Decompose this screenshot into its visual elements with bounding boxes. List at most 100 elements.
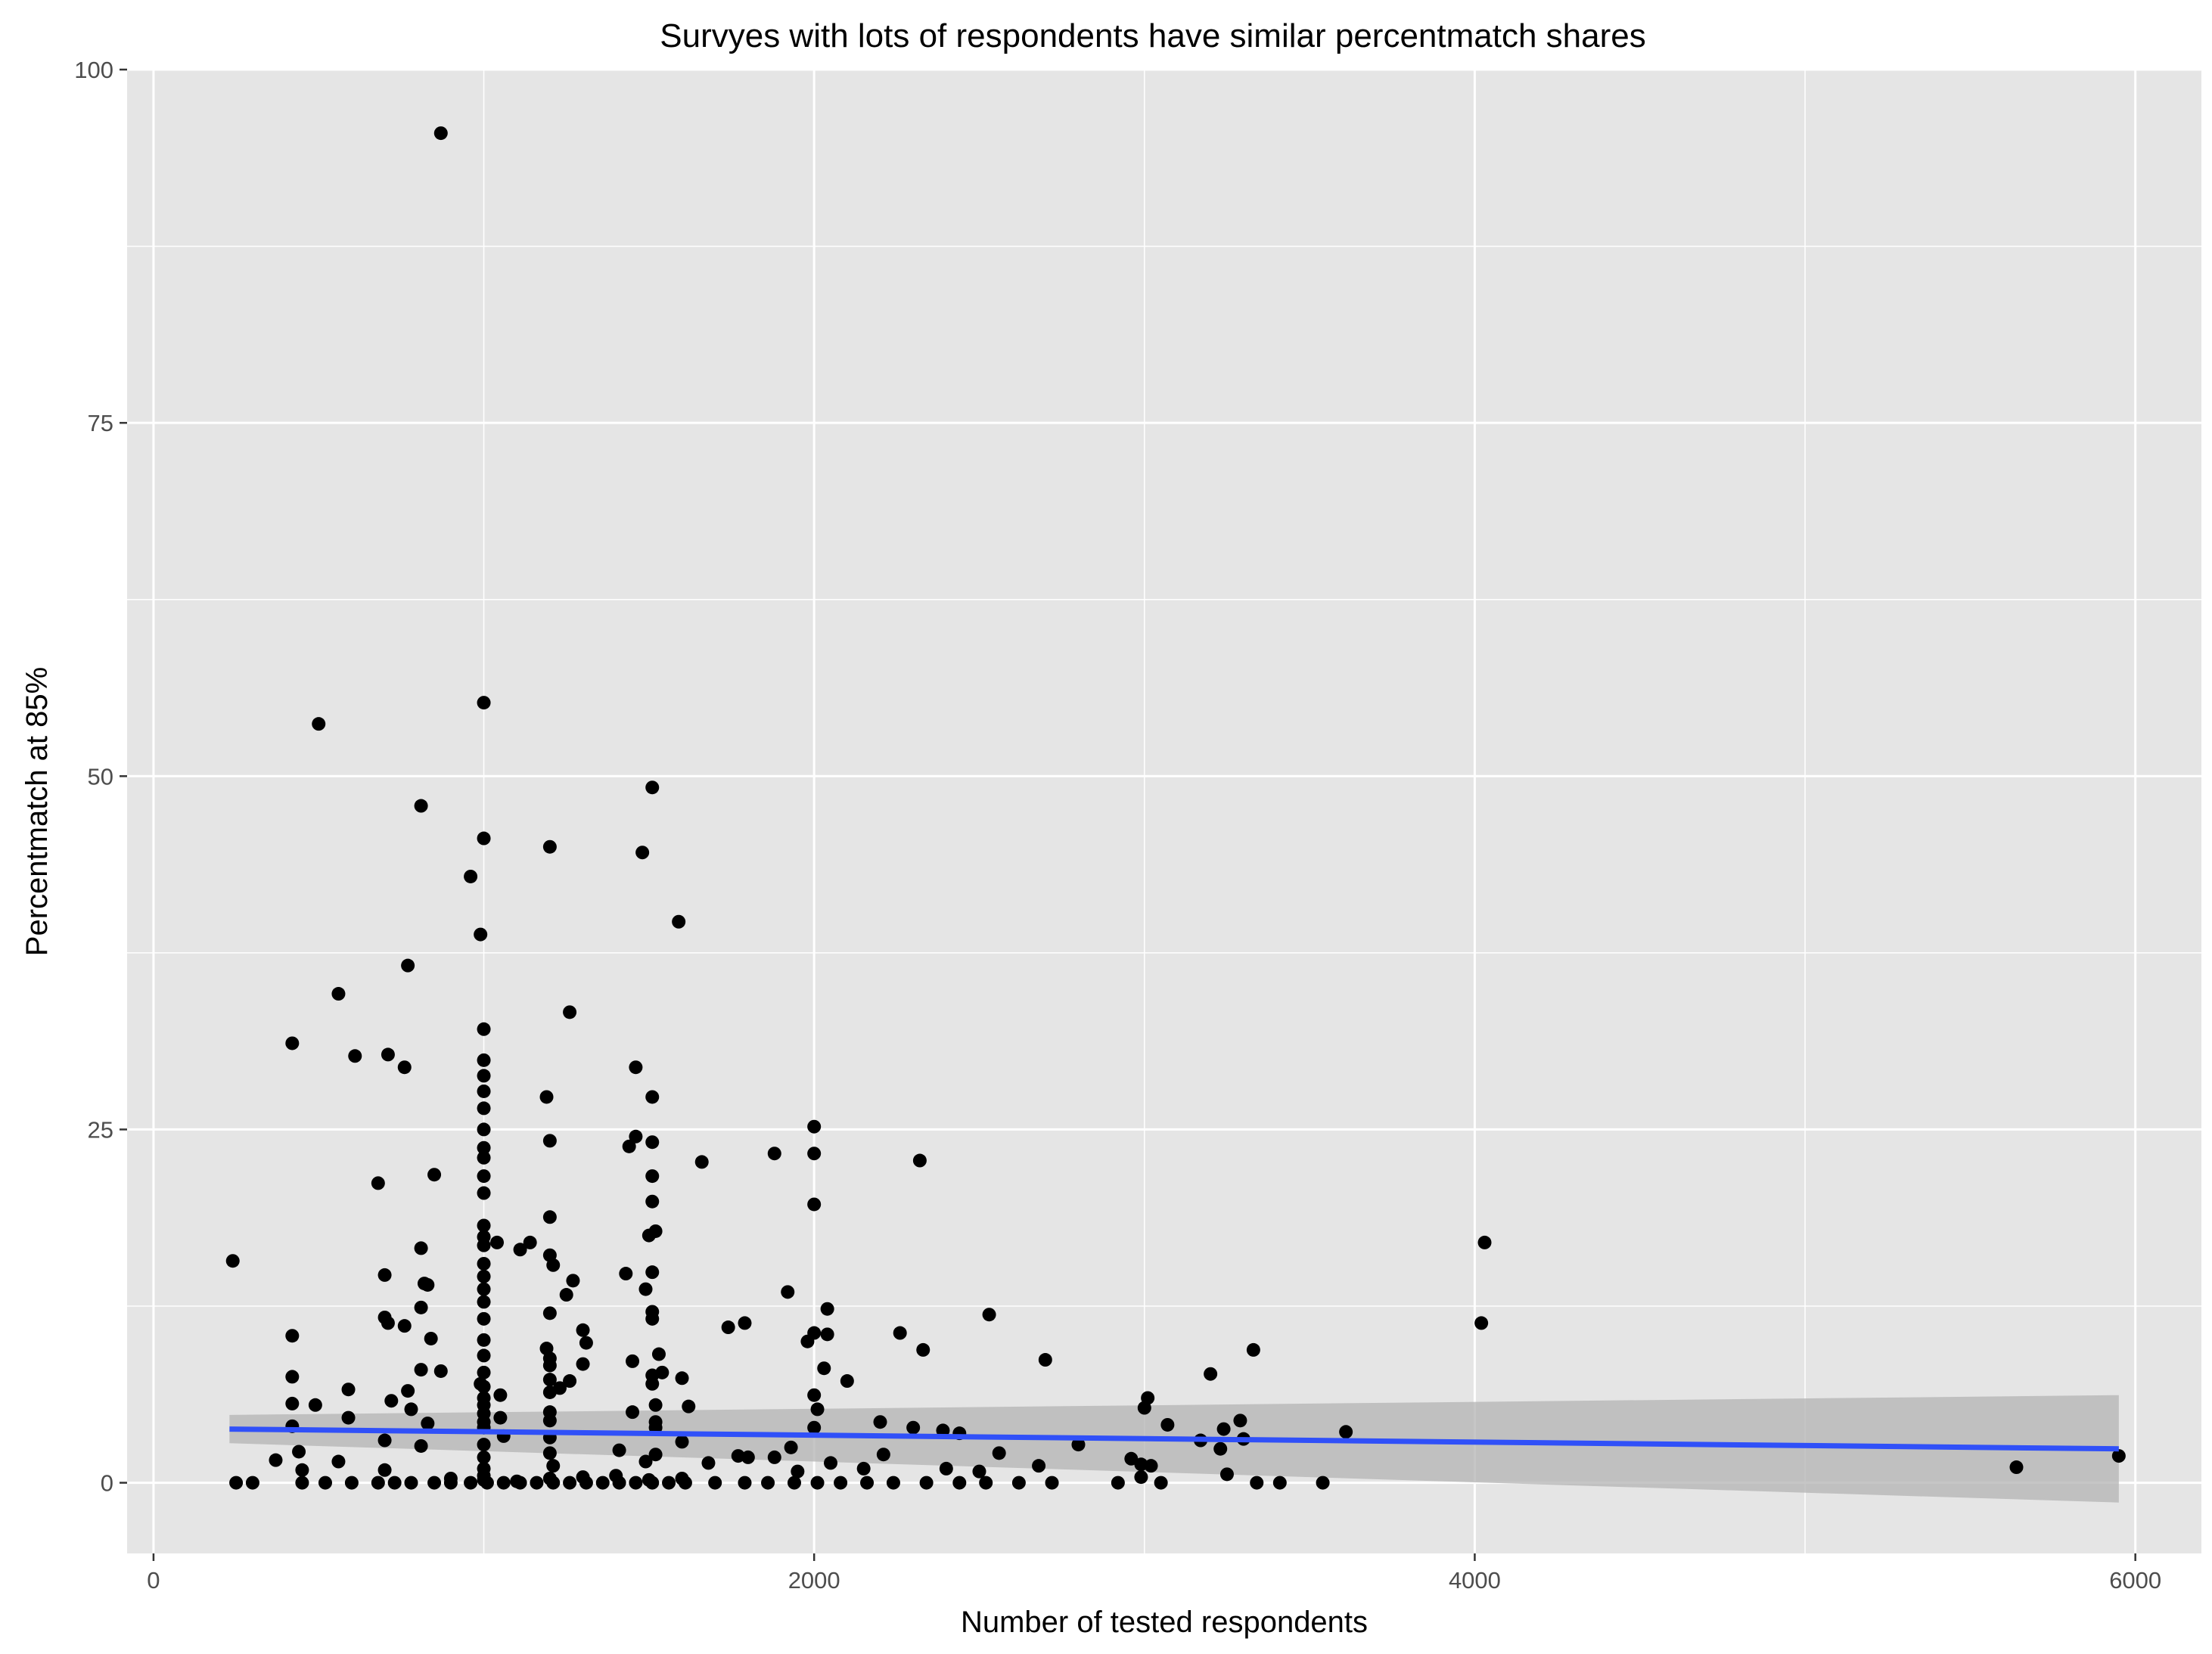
data-point	[1124, 1451, 1139, 1466]
data-point	[477, 1282, 491, 1296]
trend-line-path	[229, 1426, 2119, 1452]
data-point	[834, 1476, 848, 1490]
data-point	[1137, 1401, 1151, 1415]
data-point	[477, 1256, 491, 1271]
data-point	[542, 1446, 557, 1460]
data-point	[477, 1022, 491, 1036]
data-point	[645, 1194, 660, 1209]
data-point	[493, 1410, 508, 1425]
data-point	[645, 1265, 660, 1280]
data-point	[371, 1176, 385, 1190]
data-point	[404, 1476, 418, 1490]
data-point	[477, 1269, 491, 1283]
data-point	[477, 1450, 491, 1464]
data-point	[626, 1405, 640, 1420]
data-point	[245, 1476, 259, 1490]
data-point	[787, 1476, 801, 1490]
data-point	[530, 1476, 544, 1490]
x-tick-label: 6000	[2109, 1567, 2161, 1593]
data-point	[477, 831, 491, 846]
data-point	[919, 1476, 934, 1490]
data-point	[1246, 1342, 1260, 1357]
y-tick-label: 50	[88, 763, 113, 790]
data-point	[295, 1463, 309, 1477]
data-point	[1144, 1459, 1158, 1473]
data-point	[477, 1218, 491, 1233]
data-point	[1160, 1417, 1175, 1432]
data-point	[542, 1414, 557, 1428]
data-point	[781, 1285, 795, 1299]
data-point	[1071, 1438, 1086, 1452]
data-point	[387, 1476, 402, 1490]
trend-line	[229, 1426, 2119, 1452]
data-point	[433, 1364, 448, 1378]
data-point	[474, 927, 488, 942]
data-point	[285, 1370, 300, 1384]
data-point	[414, 1363, 428, 1377]
data-point	[331, 987, 346, 1001]
data-point	[738, 1316, 752, 1330]
data-point	[1032, 1459, 1046, 1473]
data-point	[893, 1326, 907, 1340]
data-point	[477, 1379, 491, 1394]
data-point	[427, 1476, 442, 1490]
data-point	[477, 1069, 491, 1083]
data-point	[381, 1047, 395, 1062]
data-point	[1474, 1316, 1489, 1330]
data-point	[1219, 1467, 1234, 1482]
data-point	[1233, 1414, 1247, 1428]
data-point	[701, 1456, 716, 1470]
data-point	[563, 1005, 577, 1019]
data-point	[642, 1228, 656, 1243]
data-point	[229, 1476, 244, 1490]
data-point	[510, 1474, 524, 1488]
data-point	[318, 1476, 332, 1490]
data-point	[873, 1415, 887, 1429]
data-point	[638, 1282, 653, 1296]
data-point	[675, 1435, 689, 1449]
data-point	[672, 914, 686, 929]
data-point	[371, 1476, 385, 1490]
confidence-band	[229, 1395, 2119, 1503]
data-point	[916, 1342, 930, 1357]
data-point	[341, 1410, 356, 1425]
data-point	[341, 1382, 356, 1397]
data-point	[1316, 1476, 1330, 1490]
data-point	[807, 1197, 822, 1212]
data-point	[645, 1311, 660, 1326]
data-point	[563, 1374, 577, 1389]
data-point	[1134, 1470, 1148, 1485]
y-tick-label: 0	[101, 1470, 113, 1497]
data-point	[876, 1448, 890, 1462]
data-point	[1038, 1353, 1052, 1367]
data-point	[810, 1402, 825, 1417]
data-point	[433, 126, 448, 141]
data-point	[1250, 1476, 1264, 1490]
data-point	[992, 1446, 1006, 1460]
data-point	[820, 1302, 834, 1316]
data-point	[285, 1396, 300, 1410]
data-point	[477, 1122, 491, 1137]
data-point	[464, 869, 478, 883]
data-point	[225, 1254, 240, 1268]
data-point	[414, 1300, 428, 1314]
data-point	[784, 1440, 798, 1454]
data-point	[344, 1476, 359, 1490]
data-point	[810, 1476, 825, 1490]
data-point	[424, 1331, 438, 1345]
data-point	[824, 1456, 838, 1470]
chart-title: Survyes with lots of respondents have si…	[660, 17, 1645, 54]
data-point	[1154, 1476, 1168, 1490]
data-point	[645, 1376, 660, 1391]
data-point	[404, 1402, 418, 1417]
data-point	[563, 1476, 577, 1490]
y-axis: 0 25 50 75 100	[74, 57, 127, 1497]
data-point	[559, 1288, 573, 1302]
data-point	[381, 1316, 395, 1330]
data-point	[576, 1323, 590, 1337]
x-tick-label: 4000	[1449, 1567, 1501, 1593]
data-point	[1011, 1476, 1026, 1490]
y-tick-label: 100	[74, 57, 113, 83]
data-point	[542, 1358, 557, 1373]
data-point	[651, 1347, 666, 1361]
